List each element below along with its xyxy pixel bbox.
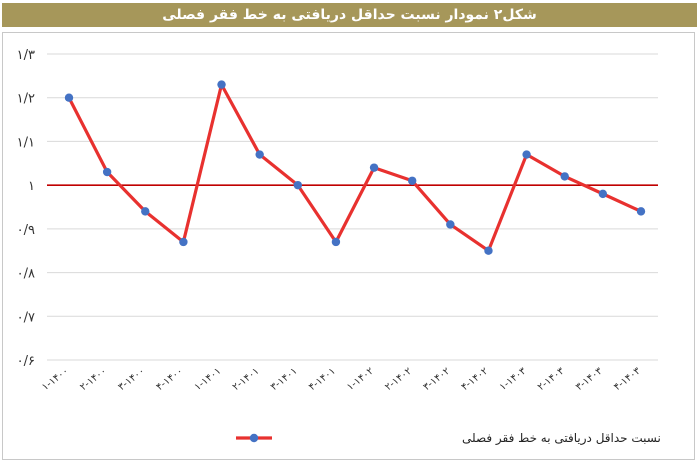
- x-tick-label: ۱-۱۴۰۳: [498, 365, 529, 393]
- series-line: [67, 82, 642, 253]
- x-tick-label: ۴-۱۴۰۱: [307, 366, 338, 393]
- x-tick-label: ۲-۱۴۰۳: [536, 365, 567, 393]
- data-point: [522, 150, 531, 159]
- x-tick-label: ۴-۱۴۰۲: [460, 366, 491, 393]
- x-tick-label: ۱-۱۴۰۰: [40, 366, 71, 393]
- chart-title: شکل۲ نمودار نسبت حداقل دریافتی به خط فقر…: [2, 3, 697, 27]
- gridlines: [47, 53, 658, 361]
- data-point: [331, 237, 341, 247]
- x-tick-label: ۱-۱۴۰۱: [193, 366, 224, 393]
- x-tick-label: ۴-۱۴۰۰: [154, 366, 185, 393]
- series-group: [64, 80, 646, 255]
- legend-marker-swatch: [249, 433, 259, 443]
- legend-label: نسبت حداقل دریافتی به خط فقر فصلی: [462, 431, 661, 446]
- x-tick-label: ۲-۱۴۰۰: [78, 366, 109, 393]
- data-point: [598, 189, 608, 199]
- data-point: [560, 172, 569, 181]
- y-axis-ticks: ۰/۶ ۰/۷ ۰/۸ ۰/۹ ۱ ۱/۱ ۱/۲ ۱/۳: [17, 48, 35, 369]
- y-tick-label: ۱/۱: [17, 135, 35, 150]
- x-tick-label: ۳-۱۴۰۱: [269, 366, 300, 393]
- legend: نسبت حداقل دریافتی به خط فقر فصلی: [236, 431, 661, 446]
- y-tick-label: ۰/۹: [17, 223, 35, 238]
- data-point: [217, 80, 226, 89]
- chart-frame: [2, 32, 695, 460]
- data-point: [102, 167, 112, 177]
- data-point: [484, 246, 493, 255]
- data-point: [141, 207, 150, 216]
- y-tick-label: ۰/۶: [17, 354, 35, 369]
- y-tick-label: ۰/۸: [17, 267, 35, 282]
- x-tick-label: ۳-۱۴۰۲: [421, 366, 452, 393]
- data-point: [64, 93, 74, 102]
- x-tick-label: ۱-۱۴۰۲: [345, 366, 376, 393]
- data-point: [408, 176, 417, 185]
- data-point: [293, 180, 302, 190]
- y-tick-label: ۱/۳: [17, 48, 35, 63]
- y-tick-label: ۱/۲: [17, 92, 35, 107]
- data-point: [446, 220, 455, 229]
- data-point: [255, 150, 264, 159]
- data-point: [636, 207, 646, 216]
- x-tick-label: ۲-۱۴۰۲: [383, 366, 414, 393]
- x-tick-label: ۴-۱۴۰۳: [612, 365, 643, 393]
- x-tick-label: ۲-۱۴۰۱: [231, 366, 262, 393]
- x-axis-ticks: ۱-۱۴۰۰ ۲-۱۴۰۰ ۳-۱۴۰۰ ۴-۱۴۰۰ ۱-۱۴۰۱ ۲-۱۴۰۱ ۳-۱۴…: [40, 365, 643, 393]
- y-tick-label: ۰/۷: [17, 310, 35, 325]
- y-tick-label: ۱: [28, 179, 35, 194]
- x-tick-label: ۳-۱۴۰۳: [574, 365, 605, 393]
- data-point: [369, 163, 379, 172]
- x-tick-label: ۳-۱۴۰۰: [116, 366, 147, 393]
- data-point: [179, 237, 188, 247]
